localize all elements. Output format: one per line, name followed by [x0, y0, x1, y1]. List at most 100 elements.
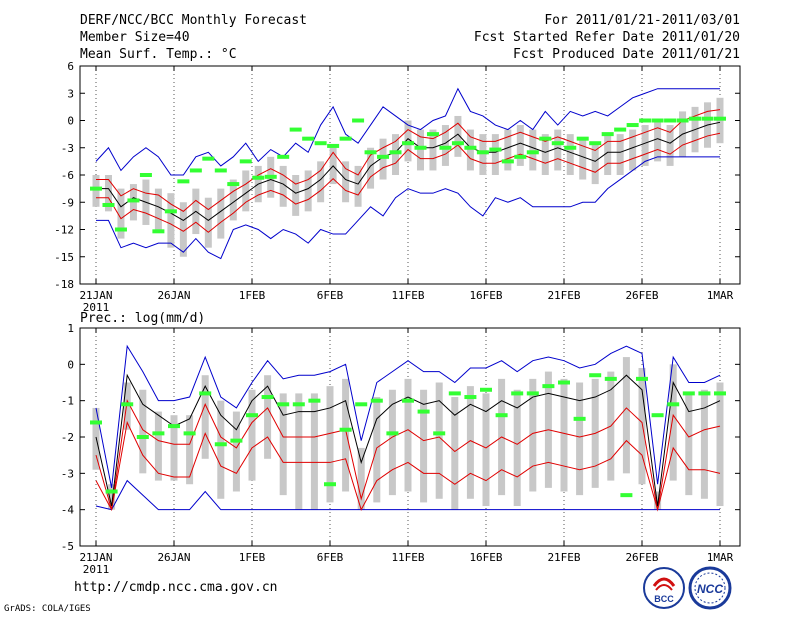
- y-tick-label: 0: [67, 115, 74, 128]
- ensemble-mean-line: [95, 373, 721, 507]
- ensemble-box: [700, 389, 708, 499]
- ensemble-mean-line: [96, 121, 721, 222]
- observed-marker: [114, 227, 127, 232]
- ensemble-box: [451, 397, 459, 510]
- observed-marker: [601, 132, 614, 137]
- observed-marker: [289, 127, 302, 132]
- observed-marker: [464, 395, 477, 400]
- observed-marker: [252, 175, 265, 180]
- observed-marker: [277, 402, 290, 407]
- observed-marker: [377, 154, 390, 159]
- x-tick-label: 1FEB: [239, 551, 266, 564]
- observed-marker: [676, 118, 689, 123]
- ensemble-box: [117, 188, 125, 239]
- observed-marker: [199, 391, 212, 396]
- ensemble-box: [279, 165, 287, 207]
- x-tick-label: 11FEB: [391, 551, 424, 564]
- x-tick-label: 6FEB: [317, 289, 344, 302]
- ensemble-box: [354, 165, 362, 207]
- ensemble-box: [591, 143, 599, 185]
- outer-lower-line: [96, 156, 720, 260]
- ensemble-box: [466, 129, 474, 171]
- ensemble-box: [242, 170, 250, 212]
- footer-url[interactable]: http://cmdp.ncc.cma.gov.cn: [74, 580, 278, 595]
- ensemble-box: [654, 120, 662, 162]
- x-tick-label: 16FEB: [469, 551, 502, 564]
- observed-marker: [152, 229, 165, 234]
- x-tick-label: 26JAN: [157, 551, 190, 564]
- observed-marker: [682, 391, 695, 396]
- observed-marker: [551, 141, 564, 146]
- ensemble-box: [666, 125, 674, 166]
- observed-marker: [292, 402, 305, 407]
- ensemble-box: [379, 138, 387, 180]
- ensemble-box: [104, 175, 112, 212]
- observed-marker: [90, 420, 102, 425]
- ensemble-box: [654, 491, 662, 510]
- ensemble-box: [491, 134, 499, 175]
- ensemble-box: [641, 125, 649, 166]
- inner-lower-line: [96, 132, 721, 233]
- observed-marker: [246, 413, 258, 418]
- y-tick-label: 6: [67, 60, 74, 73]
- observed-marker: [542, 384, 555, 389]
- ensemble-box: [167, 193, 175, 248]
- chart-panel-1: 6 3 0 -3 -6 -9 -12 -15 -18 21JAN 26JAN 1FEB 6FEB 11FE…: [54, 60, 741, 314]
- observed-marker: [355, 402, 368, 407]
- ensemble-box: [516, 125, 524, 166]
- inner-upper-line: [95, 399, 721, 510]
- observed-marker: [90, 186, 102, 191]
- y-tick-label: -1: [61, 395, 74, 408]
- observed-marker: [667, 402, 680, 407]
- y-tick-label: -15: [54, 251, 74, 264]
- header-produced-date: Fcst Produced Date 2011/01/21: [513, 47, 740, 62]
- ensemble-box: [529, 378, 537, 492]
- inner-lower-line: [95, 420, 721, 512]
- ensemble-box: [186, 415, 194, 485]
- y-tick-label: -4: [61, 504, 75, 517]
- observed-marker: [324, 482, 336, 487]
- observed-marker: [639, 118, 652, 123]
- ensemble-box: [232, 411, 240, 492]
- observed-marker: [264, 174, 277, 179]
- ensemble-box: [669, 364, 677, 481]
- observed-marker: [514, 154, 527, 159]
- ensemble-box: [441, 125, 449, 166]
- observed-marker: [433, 431, 446, 436]
- ensemble-box: [420, 389, 428, 503]
- ensemble-box: [404, 378, 412, 492]
- bcc-logo: BCC: [643, 567, 685, 609]
- x-tick-label: 21FEB: [547, 289, 580, 302]
- observed-marker: [121, 402, 134, 407]
- panel-title: Prec.: log(mm/d): [80, 311, 205, 326]
- observed-marker: [426, 132, 439, 137]
- ensemble-box: [566, 134, 574, 175]
- ensemble-box: [576, 382, 584, 496]
- ensemble-box: [170, 415, 178, 481]
- header-title: DERF/NCC/BCC Monthly Forecast: [80, 13, 307, 28]
- x-tick-label: 26FEB: [625, 551, 658, 564]
- observed-marker: [339, 136, 352, 141]
- observed-marker: [168, 424, 180, 429]
- observed-marker: [651, 118, 664, 123]
- observed-marker: [386, 431, 399, 436]
- observed-marker: [589, 141, 602, 146]
- ensemble-box: [685, 393, 693, 496]
- observed-marker: [402, 141, 414, 146]
- observed-marker: [327, 143, 340, 148]
- observed-marker: [189, 168, 202, 173]
- observed-marker: [526, 150, 539, 155]
- observed-marker: [177, 179, 190, 184]
- ensemble-box: [342, 161, 350, 203]
- observed-marker: [417, 409, 430, 414]
- observed-marker: [573, 416, 586, 421]
- y-tick-label: 0: [67, 358, 74, 371]
- ensemble-box: [304, 170, 312, 212]
- ensemble-box: [108, 484, 116, 510]
- ensemble-box: [373, 397, 381, 503]
- observed-marker: [448, 391, 461, 396]
- header-variable: Mean Surf. Temp.: °C: [80, 47, 237, 62]
- observed-marker: [689, 116, 702, 121]
- ensemble-box: [201, 375, 209, 459]
- ensemble-box: [317, 161, 325, 203]
